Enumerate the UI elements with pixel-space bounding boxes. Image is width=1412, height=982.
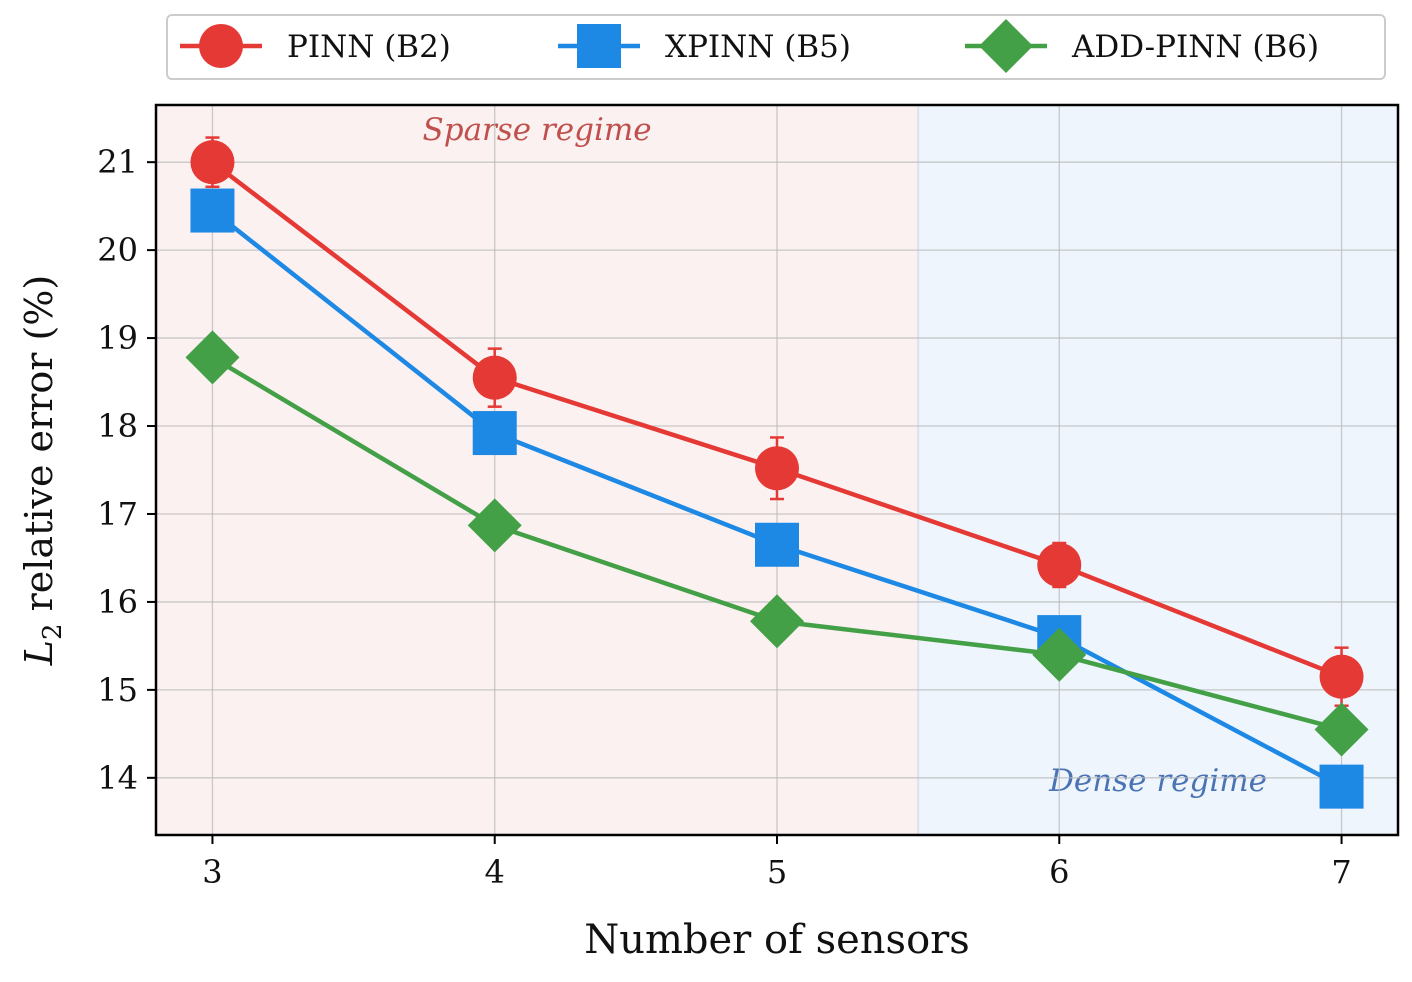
data-point (1319, 764, 1364, 809)
data-point (472, 411, 517, 456)
data-point (755, 522, 799, 567)
y-axis-label: L2 relative error (%) (17, 275, 68, 666)
y-tick-label: 21 (97, 143, 138, 181)
x-axis-label: Number of sensors (584, 917, 970, 963)
x-tick-label: 6 (1049, 853, 1069, 891)
data-point (190, 140, 235, 185)
y-tick-label: 17 (97, 495, 138, 533)
legend-marker (577, 24, 621, 68)
x-tick-label: 3 (202, 853, 222, 891)
series-2 (185, 330, 1369, 757)
data-point (1319, 654, 1364, 699)
series-0 (190, 136, 1364, 707)
data-point (190, 188, 235, 233)
plot-frame (154, 103, 1400, 837)
legend-marker (979, 19, 1033, 73)
data-point (750, 594, 804, 649)
y-tick-label: 18 (97, 407, 138, 445)
x-tick-label: 7 (1331, 853, 1351, 891)
legend: PINN (B2) XPINN (B5) ADD-PINN (B6) (166, 14, 1386, 80)
data-point (1037, 542, 1082, 587)
legend-frame (166, 14, 1386, 80)
y-tick-label: 16 (97, 583, 138, 621)
data-point (1032, 627, 1087, 682)
region-1 (918, 105, 1398, 835)
legend-label: ADD-PINN (B6) (1071, 29, 1319, 65)
region-0 (156, 105, 919, 835)
data-point (755, 446, 799, 491)
y-axis-label-subscript: 2 (38, 623, 68, 640)
data-point (467, 498, 522, 553)
x-tick-label: 5 (767, 853, 787, 891)
legend-marker (199, 24, 243, 68)
data-point (1314, 702, 1369, 757)
ticks-layer: 3 4 5 6 7 14 15 16 17 18 19 20 21 (97, 143, 1351, 891)
y-tick-label: 19 (97, 319, 138, 357)
series-layer (185, 136, 1369, 809)
y-tick-label: 15 (97, 671, 138, 709)
y-axis-label-rest: relative error (%) (17, 275, 61, 624)
data-point (472, 355, 517, 400)
grid-layer (156, 105, 1398, 835)
y-tick-label: 14 (97, 759, 138, 797)
legend-label: PINN (B2) (287, 29, 451, 65)
x-tick-label: 4 (485, 853, 505, 891)
y-tick-label: 20 (97, 231, 138, 269)
y-axis-label-main: L (17, 640, 61, 666)
region-label-0: Sparse regime (422, 112, 651, 148)
legend-label: XPINN (B5) (665, 29, 851, 65)
region-label-1: Dense regime (1048, 763, 1267, 799)
data-point (185, 330, 240, 385)
